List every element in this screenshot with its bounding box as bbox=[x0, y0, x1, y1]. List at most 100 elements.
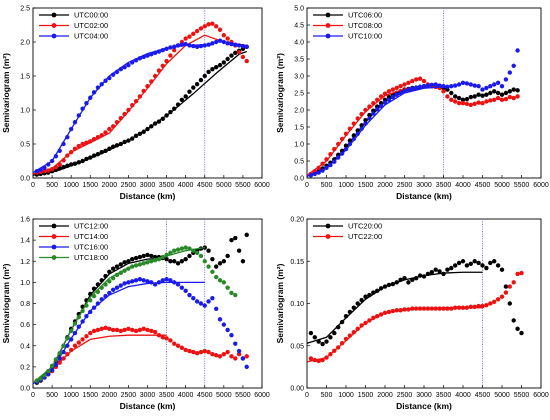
legend-marker bbox=[51, 33, 57, 39]
data-point bbox=[164, 46, 169, 51]
data-point bbox=[316, 358, 321, 364]
data-point bbox=[168, 278, 173, 283]
data-point bbox=[445, 94, 450, 99]
data-point bbox=[133, 255, 139, 261]
legend-entry: UTC16:00 bbox=[74, 243, 108, 252]
data-point bbox=[515, 94, 520, 99]
data-point bbox=[492, 89, 497, 94]
data-point bbox=[217, 278, 223, 283]
y-tick-label: 2.5 bbox=[20, 6, 30, 13]
y-tick-label: 1.2 bbox=[20, 259, 30, 266]
y-tick-label: 0.8 bbox=[20, 301, 30, 308]
data-point bbox=[210, 296, 215, 301]
data-point bbox=[46, 368, 51, 374]
data-point bbox=[53, 357, 59, 362]
data-point bbox=[42, 373, 47, 378]
data-point bbox=[91, 286, 97, 291]
data-point bbox=[179, 97, 185, 103]
data-point bbox=[130, 136, 135, 141]
x-tick-label: 500 bbox=[46, 182, 58, 189]
data-point bbox=[179, 259, 185, 264]
data-point bbox=[453, 83, 458, 88]
data-point bbox=[343, 131, 349, 136]
data-point bbox=[453, 263, 458, 268]
data-point bbox=[145, 84, 150, 89]
chart-panel-2: 0 500 1000 1500 2000 2500 3000 3500 4000 4500 5000… bbox=[275, 6, 549, 202]
data-point bbox=[107, 146, 112, 151]
data-point bbox=[488, 90, 493, 96]
y-tick-label: 1.0 bbox=[20, 280, 30, 287]
data-point bbox=[122, 139, 127, 145]
data-point bbox=[114, 143, 120, 148]
plot-frame bbox=[32, 218, 263, 389]
data-point bbox=[198, 349, 204, 355]
legend-entry: UTC08:00 bbox=[348, 21, 382, 30]
data-point bbox=[110, 275, 116, 281]
data-point bbox=[68, 149, 74, 155]
data-point bbox=[367, 116, 372, 121]
legend-entry: UTC20:00 bbox=[348, 222, 382, 231]
data-point bbox=[495, 80, 501, 86]
data-point bbox=[456, 95, 462, 101]
data-point bbox=[57, 350, 62, 356]
data-point bbox=[367, 112, 372, 118]
x-tick-label: 6000 bbox=[533, 392, 549, 399]
data-point bbox=[336, 345, 341, 350]
data-point bbox=[46, 372, 51, 377]
data-point bbox=[130, 60, 135, 65]
series-UTC1000 bbox=[306, 48, 520, 178]
data-point bbox=[468, 102, 473, 108]
data-point bbox=[449, 265, 454, 271]
data-point bbox=[137, 56, 143, 61]
data-point bbox=[46, 168, 51, 173]
data-point bbox=[492, 82, 497, 87]
data-point bbox=[240, 259, 246, 264]
data-point bbox=[80, 308, 85, 314]
data-point bbox=[137, 327, 143, 333]
data-point bbox=[437, 269, 442, 274]
data-point bbox=[168, 109, 173, 115]
data-point bbox=[339, 319, 345, 325]
y-axis-label: Semivariogram (m²) bbox=[1, 263, 11, 343]
data-point bbox=[402, 275, 407, 281]
data-point bbox=[210, 67, 215, 72]
data-point bbox=[183, 256, 188, 262]
data-point bbox=[394, 280, 399, 285]
data-point bbox=[456, 260, 462, 266]
data-point bbox=[371, 111, 376, 116]
data-point bbox=[386, 282, 392, 288]
data-point bbox=[244, 58, 249, 64]
data-point bbox=[145, 252, 150, 258]
data-point bbox=[312, 335, 317, 340]
legend-marker bbox=[325, 23, 331, 28]
y-tick-label: 0.0 bbox=[294, 176, 304, 183]
data-point bbox=[417, 306, 423, 311]
x-tick-label: 1500 bbox=[358, 392, 374, 399]
data-point bbox=[118, 283, 123, 288]
data-point bbox=[152, 257, 158, 263]
data-point bbox=[347, 138, 353, 143]
data-point bbox=[133, 133, 139, 139]
data-point bbox=[183, 36, 188, 41]
y-tick-label: 3.5 bbox=[294, 57, 304, 64]
data-point bbox=[398, 84, 403, 89]
plot-frame bbox=[306, 218, 542, 389]
data-point bbox=[382, 100, 388, 105]
data-point bbox=[126, 280, 131, 285]
x-tick-label: 4000 bbox=[178, 182, 194, 189]
legend-marker bbox=[51, 223, 57, 229]
data-point bbox=[441, 84, 446, 89]
data-point bbox=[229, 332, 234, 338]
data-point bbox=[175, 43, 181, 48]
data-point bbox=[507, 70, 512, 75]
x-tick-label: 2000 bbox=[102, 392, 118, 399]
x-tick-label: 500 bbox=[321, 182, 333, 189]
data-point bbox=[156, 280, 162, 285]
data-point bbox=[103, 282, 108, 287]
x-tick-label: 0 bbox=[305, 182, 309, 189]
data-point bbox=[191, 248, 196, 253]
data-point bbox=[164, 256, 169, 262]
data-point bbox=[378, 103, 384, 109]
y-tick-label: 2.0 bbox=[20, 40, 30, 47]
